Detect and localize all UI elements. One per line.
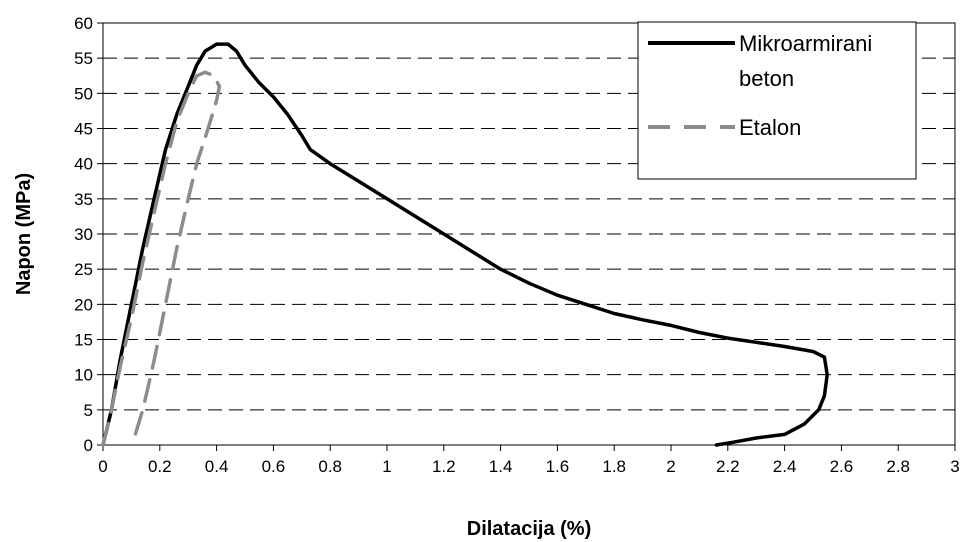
y-tick-label: 10 — [74, 366, 93, 385]
series-line-mikroarmirani — [101, 42, 829, 447]
x-tick-label: 0.6 — [262, 457, 286, 476]
y-tick-label: 55 — [74, 49, 93, 68]
x-tick-label: 2.4 — [773, 457, 797, 476]
legend-label-mikroarmirani-line1: Mikroarmirani — [739, 31, 872, 56]
y-tick-label: 45 — [74, 120, 93, 139]
x-tick-label: 1.2 — [432, 457, 456, 476]
gridlines — [103, 57, 955, 411]
legend-label-etalon: Etalon — [739, 115, 801, 140]
series-layer — [101, 42, 829, 447]
legend: Mikroarmirani beton Etalon — [637, 21, 917, 180]
y-tick-label: 60 — [74, 14, 93, 33]
legend-label-mikroarmirani-line2: beton — [739, 66, 794, 91]
y-tick-label: 50 — [74, 84, 93, 103]
y-axis-title: Napon (MPa) — [13, 173, 35, 295]
y-axis-ticks: 0 5 10 15 20 25 30 35 40 45 50 55 60 — [74, 14, 103, 455]
x-tick-label: 1.4 — [489, 457, 513, 476]
y-tick-label: 0 — [84, 436, 93, 455]
x-tick-label: 2.2 — [716, 457, 740, 476]
x-tick-label: 1.8 — [602, 457, 626, 476]
x-tick-label: 1.6 — [546, 457, 570, 476]
y-tick-label: 40 — [74, 155, 93, 174]
y-tick-label: 15 — [74, 331, 93, 350]
x-tick-label: 2 — [666, 457, 675, 476]
x-tick-label: 1 — [382, 457, 391, 476]
x-tick-label: 3 — [950, 457, 959, 476]
x-tick-label: 2.6 — [830, 457, 854, 476]
y-tick-label: 35 — [74, 190, 93, 209]
y-tick-label: 30 — [74, 225, 93, 244]
x-tick-label: 0.4 — [205, 457, 229, 476]
y-tick-label: 20 — [74, 295, 93, 314]
x-tick-label: 0.2 — [148, 457, 172, 476]
x-axis-ticks: 0 0.2 0.4 0.6 0.8 1 1.2 1.4 1.6 1.8 2 2.2 2.4 2.6 2.8 3 — [98, 445, 960, 476]
y-tick-label: 25 — [74, 260, 93, 279]
y-tick-label: 5 — [84, 401, 93, 420]
x-tick-label: 2.8 — [886, 457, 910, 476]
x-axis-title: Dilatacija (%) — [467, 518, 591, 540]
legend-box — [637, 21, 917, 180]
series-line-etalon — [101, 70, 222, 447]
x-tick-label: 0 — [98, 457, 107, 476]
x-tick-label: 0.8 — [318, 457, 342, 476]
